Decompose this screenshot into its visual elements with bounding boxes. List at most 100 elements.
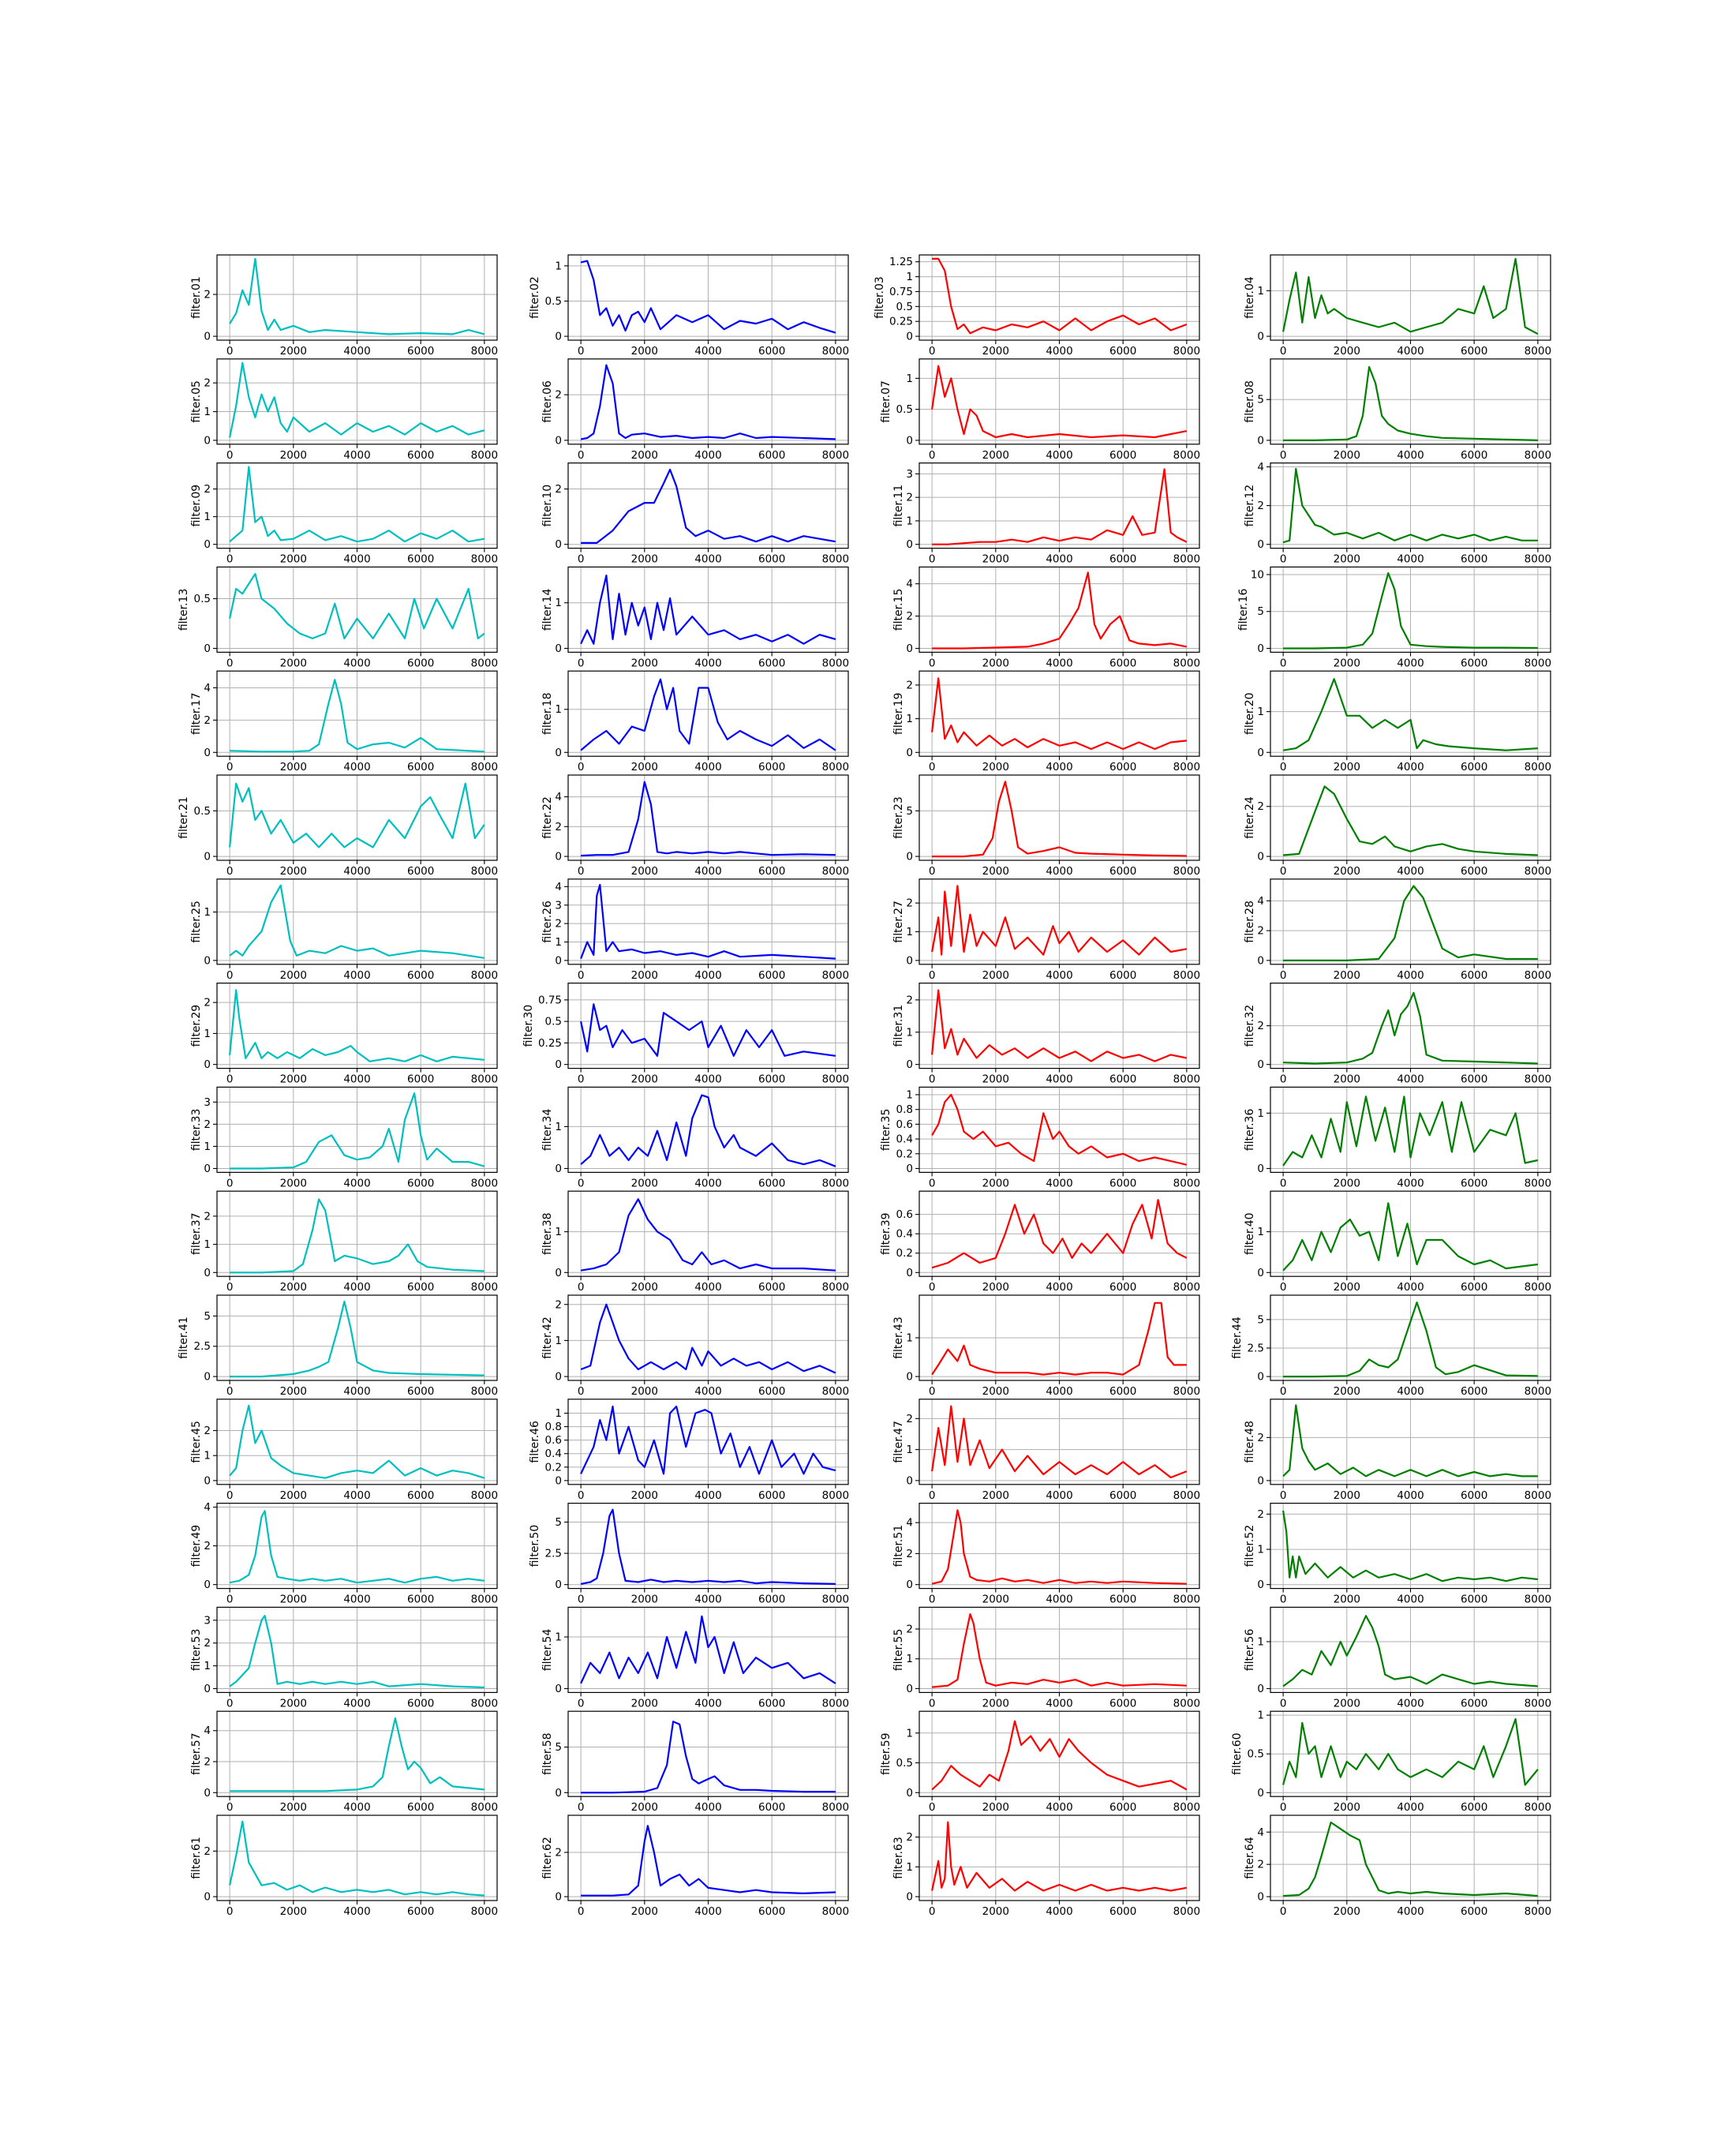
y-axis-label: filter.45 bbox=[190, 1421, 203, 1463]
y-tick-label: 0 bbox=[906, 434, 913, 447]
x-tick-label: 6000 bbox=[407, 865, 434, 878]
y-tick-label: 1 bbox=[906, 1088, 913, 1101]
x-tick-label: 8000 bbox=[1173, 1594, 1200, 1606]
x-tick-label: 0 bbox=[578, 657, 585, 669]
y-tick-label: 0.5 bbox=[194, 593, 211, 605]
y-tick-label: 0.5 bbox=[545, 1016, 562, 1028]
x-tick-label: 4000 bbox=[1046, 1905, 1072, 1918]
y-tick-label: 0 bbox=[555, 1683, 562, 1695]
x-tick-label: 6000 bbox=[758, 345, 785, 358]
x-tick-label: 6000 bbox=[758, 1177, 785, 1189]
x-tick-label: 0 bbox=[226, 761, 234, 773]
y-tick-label: 0 bbox=[906, 331, 913, 343]
y-tick-label: 4 bbox=[555, 881, 562, 893]
x-tick-label: 8000 bbox=[1525, 1385, 1551, 1398]
y-tick-label: 0 bbox=[1257, 1267, 1264, 1279]
x-tick-label: 0 bbox=[1280, 1385, 1287, 1398]
x-tick-label: 4000 bbox=[1046, 1177, 1072, 1189]
y-axis-label: filter.04 bbox=[1244, 276, 1256, 319]
y-tick-label: 0 bbox=[555, 1579, 562, 1591]
y-tick-label: 0 bbox=[906, 1683, 913, 1695]
series-line bbox=[931, 1509, 1187, 1585]
y-tick-label: 1 bbox=[204, 511, 211, 523]
x-tick-label: 2000 bbox=[1334, 1489, 1360, 1502]
series-line bbox=[580, 1303, 836, 1374]
y-tick-label: 1 bbox=[1257, 1226, 1264, 1238]
x-tick-label: 2000 bbox=[631, 1905, 658, 1918]
x-tick-label: 4000 bbox=[1046, 1697, 1072, 1710]
y-tick-label: 0 bbox=[204, 331, 211, 343]
y-axis-label: filter.16 bbox=[1237, 589, 1250, 631]
x-tick-label: 6000 bbox=[1109, 1905, 1136, 1918]
x-tick-label: 4000 bbox=[1397, 553, 1424, 566]
y-tick-label: 0 bbox=[555, 1163, 562, 1175]
x-tick-label: 8000 bbox=[471, 1489, 498, 1502]
y-tick-label: 1 bbox=[204, 906, 211, 919]
x-tick-label: 2000 bbox=[1334, 1905, 1360, 1918]
x-tick-label: 4000 bbox=[1046, 657, 1072, 669]
x-tick-label: 4000 bbox=[694, 1594, 721, 1606]
x-tick-label: 6000 bbox=[407, 1801, 434, 1814]
x-tick-label: 2000 bbox=[280, 657, 307, 669]
x-tick-label: 6000 bbox=[1461, 1697, 1487, 1710]
y-axis-label: filter.40 bbox=[1244, 1212, 1256, 1255]
x-tick-label: 0 bbox=[1280, 1281, 1287, 1294]
y-tick-label: 0.4 bbox=[896, 1133, 913, 1146]
x-tick-label: 2000 bbox=[280, 761, 307, 773]
y-axis-label: filter.11 bbox=[892, 485, 905, 527]
subplot-35: 0 2000 4000 6000 8000 0 0.2 0.4 0.6 0.8 1 filter.35 bbox=[880, 1086, 1200, 1189]
x-tick-label: 4000 bbox=[1046, 1801, 1072, 1814]
x-tick-label: 8000 bbox=[1173, 1177, 1200, 1189]
x-tick-label: 8000 bbox=[822, 1073, 849, 1086]
y-axis-label: filter.28 bbox=[1244, 901, 1256, 943]
y-tick-label: 10 bbox=[1251, 568, 1264, 581]
x-tick-label: 8000 bbox=[1173, 1905, 1200, 1918]
y-tick-label: 2 bbox=[204, 714, 211, 727]
x-tick-label: 4000 bbox=[1046, 1489, 1072, 1502]
y-axis-label: filter.10 bbox=[541, 485, 554, 527]
series-line bbox=[580, 1615, 836, 1684]
y-tick-label: 0.5 bbox=[896, 1757, 913, 1770]
x-tick-label: 0 bbox=[578, 553, 585, 566]
x-tick-label: 2000 bbox=[982, 345, 1009, 358]
x-tick-label: 4000 bbox=[694, 1801, 721, 1814]
y-tick-label: 0 bbox=[204, 1058, 211, 1071]
x-tick-label: 6000 bbox=[1109, 553, 1136, 566]
y-axis-label: filter.39 bbox=[880, 1212, 892, 1255]
series-line bbox=[230, 1092, 485, 1170]
x-tick-label: 8000 bbox=[1173, 761, 1200, 773]
x-tick-label: 0 bbox=[578, 969, 585, 982]
y-tick-label: 1 bbox=[555, 1335, 562, 1347]
series-line bbox=[581, 781, 836, 857]
x-tick-label: 4000 bbox=[343, 345, 370, 358]
x-tick-label: 8000 bbox=[1173, 865, 1200, 878]
y-axis-label: filter.56 bbox=[1244, 1629, 1256, 1672]
x-tick-label: 2000 bbox=[631, 1594, 658, 1606]
y-tick-label: 0 bbox=[1257, 747, 1264, 759]
x-tick-label: 6000 bbox=[1109, 969, 1136, 982]
x-tick-label: 6000 bbox=[1109, 865, 1136, 878]
x-tick-label: 6000 bbox=[407, 969, 434, 982]
y-axis-label: filter.52 bbox=[1244, 1525, 1256, 1567]
x-tick-label: 8000 bbox=[471, 553, 498, 566]
y-axis-label: filter.43 bbox=[892, 1316, 905, 1359]
x-tick-label: 8000 bbox=[471, 1281, 498, 1294]
x-tick-label: 8000 bbox=[1173, 1489, 1200, 1502]
x-tick-label: 0 bbox=[929, 1177, 936, 1189]
x-tick-label: 8000 bbox=[471, 1697, 498, 1710]
x-tick-label: 4000 bbox=[343, 1801, 370, 1814]
y-tick-label: 1 bbox=[204, 406, 211, 418]
x-tick-label: 0 bbox=[929, 1385, 936, 1398]
x-tick-label: 2000 bbox=[982, 1594, 1009, 1606]
x-tick-label: 0 bbox=[929, 969, 936, 982]
x-tick-label: 6000 bbox=[407, 657, 434, 669]
x-tick-label: 4000 bbox=[1046, 1385, 1072, 1398]
x-tick-label: 8000 bbox=[1173, 657, 1200, 669]
y-tick-label: 2.5 bbox=[1248, 1342, 1264, 1354]
